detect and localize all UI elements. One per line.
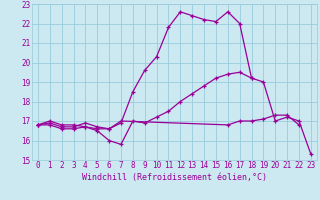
X-axis label: Windchill (Refroidissement éolien,°C): Windchill (Refroidissement éolien,°C) [82,173,267,182]
